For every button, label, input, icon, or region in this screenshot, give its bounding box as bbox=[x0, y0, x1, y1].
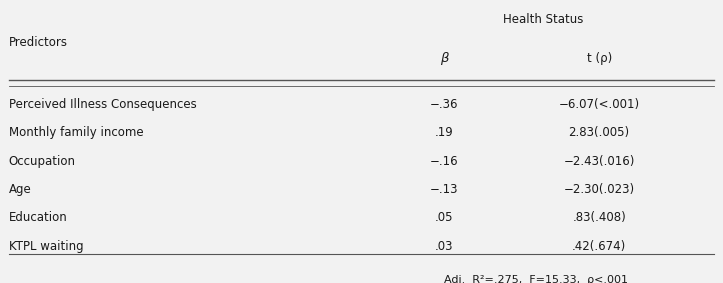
Text: −2.43(.016): −2.43(.016) bbox=[563, 155, 635, 168]
Text: t (ρ): t (ρ) bbox=[586, 52, 612, 65]
Text: Occupation: Occupation bbox=[9, 155, 76, 168]
Text: KTPL waiting: KTPL waiting bbox=[9, 240, 83, 253]
Text: −.16: −.16 bbox=[430, 155, 458, 168]
Text: .03: .03 bbox=[435, 240, 453, 253]
Text: −6.07(<.001): −6.07(<.001) bbox=[559, 98, 640, 111]
Text: Education: Education bbox=[9, 211, 67, 224]
Text: −.36: −.36 bbox=[430, 98, 458, 111]
Text: .19: .19 bbox=[435, 127, 454, 139]
Text: .42(.674): .42(.674) bbox=[572, 240, 626, 253]
Text: .05: .05 bbox=[435, 211, 453, 224]
Text: β: β bbox=[440, 52, 448, 65]
Text: Monthly family income: Monthly family income bbox=[9, 127, 143, 139]
Text: Age: Age bbox=[9, 183, 31, 196]
Text: Health Status: Health Status bbox=[503, 13, 583, 26]
Text: −.13: −.13 bbox=[430, 183, 458, 196]
Text: Adj.  R²=.275,  F=15.33,  ρ<.001: Adj. R²=.275, F=15.33, ρ<.001 bbox=[444, 275, 628, 283]
Text: Predictors: Predictors bbox=[9, 36, 67, 49]
Text: 2.83(.005): 2.83(.005) bbox=[568, 127, 630, 139]
Text: .83(.408): .83(.408) bbox=[573, 211, 626, 224]
Text: −2.30(.023): −2.30(.023) bbox=[564, 183, 635, 196]
Text: Perceived Illness Consequences: Perceived Illness Consequences bbox=[9, 98, 197, 111]
